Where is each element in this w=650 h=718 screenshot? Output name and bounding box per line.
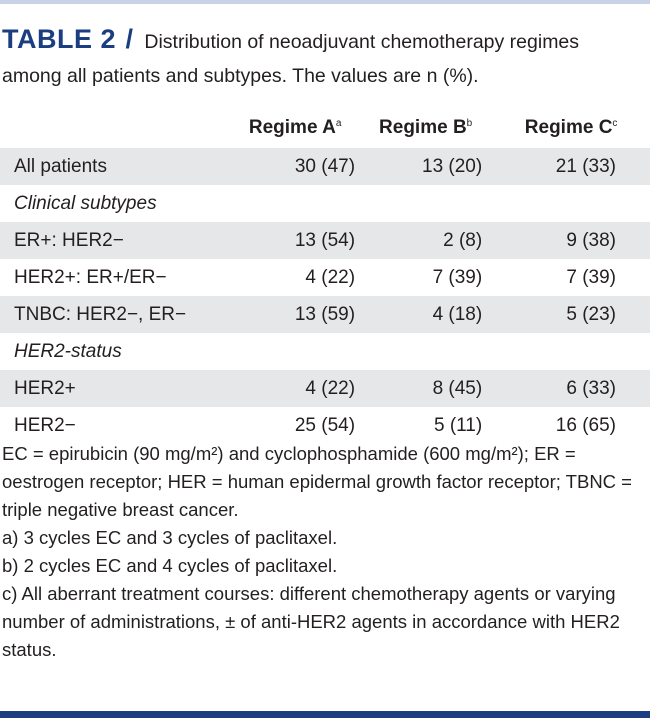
caption-text: Distribution of neoadjuvant chemotherapy… [2, 31, 580, 87]
row-label: TNBC: HER2−, ER− [14, 303, 187, 325]
table-row-tnbc: TNBC: HER2−, ER− 13 (59) 4 (18) 5 (23) [0, 296, 650, 333]
table-label: TABLE 2 [2, 24, 117, 54]
table-footnotes: EC = epirubicin (90 mg/m²) and cyclophos… [2, 440, 650, 664]
cell-regime-c: 6 (33) [566, 377, 616, 399]
cell-regime-b: 8 (45) [432, 377, 483, 399]
table-row-her2-pos-er: HER2+: ER+/ER− 4 (22) 7 (39) 7 (39) [0, 259, 650, 296]
bottom-rule [0, 711, 650, 718]
header-empty [0, 108, 231, 148]
cell-regime-a: 4 (22) [305, 377, 356, 399]
cell-regime-a: 13 (59) [294, 303, 356, 325]
cell-regime-b: 4 (18) [432, 303, 483, 325]
row-label: All patients [14, 155, 107, 177]
header-regime-c: Regime Cc [524, 117, 618, 138]
regime-table: Regime Aa Regime Bb Regime Cc All patien… [0, 108, 650, 444]
section-label: HER2-status [14, 340, 122, 362]
cell-regime-c: 9 (38) [566, 229, 616, 251]
table-caption: TABLE 2 / Distribution of neoadjuvant ch… [2, 22, 642, 93]
cell-regime-b: 13 (20) [422, 155, 483, 177]
row-label: HER2− [14, 414, 76, 436]
cell-regime-b: 7 (39) [432, 266, 483, 288]
section-row-her2-status: HER2-status [0, 333, 650, 370]
cell-regime-a: 4 (22) [305, 266, 356, 288]
caption-slash: / [125, 24, 133, 54]
row-label: HER2+: ER+/ER− [14, 266, 167, 288]
footnote-b: b) 2 cycles EC and 4 cycles of paclitaxe… [2, 555, 338, 576]
cell-regime-a: 13 (54) [294, 229, 356, 251]
table-row-her2-pos: HER2+ 4 (22) 8 (45) 6 (33) [0, 370, 650, 407]
top-rule [0, 0, 650, 4]
table-row-her2-neg: HER2− 25 (54) 5 (11) 16 (65) [0, 407, 650, 444]
cell-regime-a: 30 (47) [294, 155, 356, 177]
row-label: HER2+ [14, 377, 76, 399]
header-regime-a: Regime Aa [248, 117, 342, 138]
cell-regime-c: 7 (39) [566, 266, 616, 288]
cell-regime-c: 21 (33) [555, 155, 616, 177]
footnote-abbreviations: EC = epirubicin (90 mg/m²) and cyclophos… [2, 443, 632, 520]
footnote-c: c) All aberrant treatment courses: diffe… [2, 583, 620, 660]
section-row-clinical-subtypes: Clinical subtypes [0, 185, 650, 222]
table-row-er-pos: ER+: HER2− 13 (54) 2 (8) 9 (38) [0, 222, 650, 259]
cell-regime-a: 25 (54) [294, 414, 356, 436]
section-label: Clinical subtypes [14, 192, 157, 214]
cell-regime-c: 5 (23) [566, 303, 616, 325]
footnote-a: a) 3 cycles EC and 3 cycles of paclitaxe… [2, 527, 338, 548]
row-label: ER+: HER2− [14, 229, 124, 251]
cell-regime-b: 5 (11) [433, 414, 483, 436]
cell-regime-b: 2 (8) [443, 229, 483, 251]
table-row-all-patients: All patients 30 (47) 13 (20) 21 (33) [0, 148, 650, 185]
header-row: Regime Aa Regime Bb Regime Cc [0, 108, 650, 148]
cell-regime-c: 16 (65) [555, 414, 616, 436]
header-regime-b: Regime Bb [379, 117, 473, 138]
